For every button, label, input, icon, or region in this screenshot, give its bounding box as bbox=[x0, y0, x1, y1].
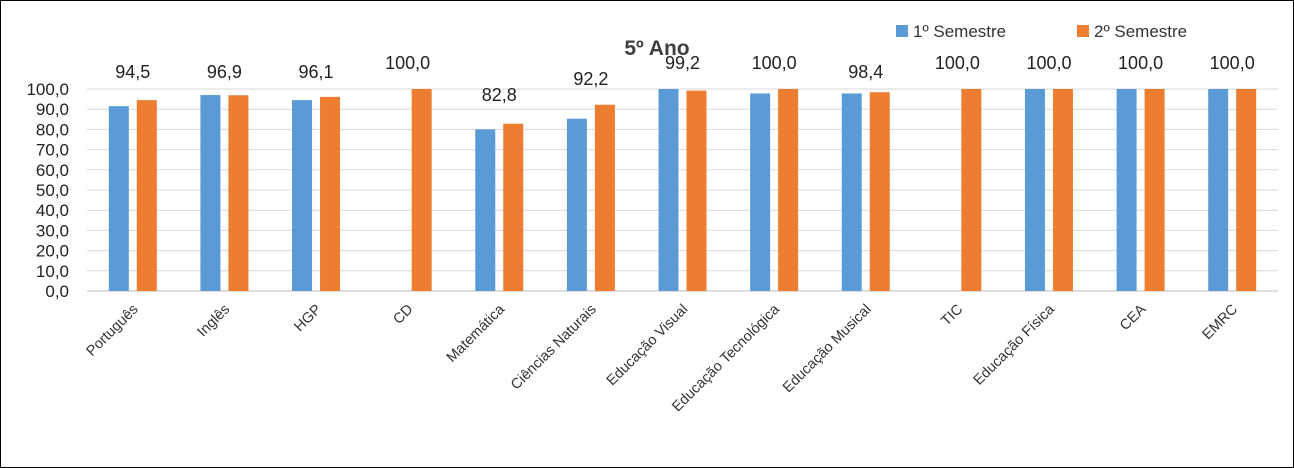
y-tick-label: 70,0 bbox=[36, 141, 69, 160]
y-tick-label: 0,0 bbox=[45, 282, 69, 301]
category-label: CEA bbox=[1117, 301, 1150, 334]
y-tick-label: 90,0 bbox=[36, 100, 69, 119]
chart-title: 5º Ano bbox=[624, 37, 689, 60]
bar-semestre-1 bbox=[566, 118, 587, 291]
gridlines bbox=[87, 88, 1278, 292]
bar-semestre-2 bbox=[1052, 89, 1073, 291]
category-label: Educação Tecnológica bbox=[669, 301, 783, 415]
y-tick-label: 80,0 bbox=[36, 120, 69, 139]
bar-semestre-2 bbox=[320, 96, 341, 292]
bar-semestre-2 bbox=[411, 89, 432, 291]
bar-semestre-2 bbox=[686, 90, 707, 291]
y-tick-label: 40,0 bbox=[36, 201, 69, 220]
data-label: 82,8 bbox=[482, 85, 517, 105]
data-labels: 94,5 96,9 96,1 100,0 82,8 92,2 99,2 100,0 98,4 10… bbox=[115, 53, 1254, 105]
legend: 1º Semestre 2º Semestre bbox=[896, 22, 1187, 41]
data-label: 96,1 bbox=[299, 62, 334, 82]
legend-swatch bbox=[896, 25, 908, 37]
bar-semestre-2 bbox=[869, 92, 890, 292]
y-tick-label: 100,0 bbox=[26, 80, 69, 99]
bar-semestre-2 bbox=[961, 89, 982, 291]
bars bbox=[108, 89, 1257, 292]
bar-semestre-1 bbox=[200, 95, 221, 291]
bar-semestre-2 bbox=[503, 123, 524, 291]
category-label: Educação Física bbox=[971, 301, 1059, 389]
data-label: 100,0 bbox=[1026, 53, 1071, 73]
y-tick-label: 50,0 bbox=[36, 181, 69, 200]
data-label: 92,2 bbox=[573, 69, 608, 89]
data-label: 100,0 bbox=[1118, 53, 1163, 73]
bar-semestre-1 bbox=[475, 129, 496, 291]
bar-semestre-2 bbox=[1144, 89, 1165, 291]
category-label: HGP bbox=[291, 302, 325, 336]
category-label: Matemática bbox=[444, 301, 509, 366]
category-label: Português bbox=[84, 302, 142, 360]
bar-semestre-1 bbox=[1024, 89, 1045, 291]
data-label: 100,0 bbox=[385, 53, 430, 73]
bar-semestre-1 bbox=[750, 93, 771, 291]
y-tick-label: 30,0 bbox=[36, 221, 69, 240]
bar-semestre-1 bbox=[658, 89, 679, 291]
legend-label: 1º Semestre bbox=[913, 22, 1006, 41]
legend-label: 2º Semestre bbox=[1094, 22, 1187, 41]
bar-semestre-1 bbox=[1116, 89, 1137, 291]
y-tick-label: 60,0 bbox=[36, 161, 69, 180]
data-label: 100,0 bbox=[752, 53, 797, 73]
x-axis-categories: Português Inglês HGP CD Matemática Ciências N… bbox=[84, 301, 1241, 415]
data-label: 98,4 bbox=[848, 62, 883, 82]
y-axis-ticks: 0,010,020,0 30,040,050,060,070,0 80,090,01… bbox=[26, 80, 69, 301]
data-label: 96,9 bbox=[207, 62, 242, 82]
legend-swatch bbox=[1077, 25, 1089, 37]
bar-semestre-2 bbox=[1236, 89, 1257, 291]
data-label: 100,0 bbox=[935, 53, 980, 73]
bar-semestre-1 bbox=[108, 106, 129, 291]
data-label: 100,0 bbox=[1210, 53, 1255, 73]
category-label: Ciências Naturais bbox=[508, 302, 600, 394]
y-tick-label: 20,0 bbox=[36, 242, 69, 261]
category-label: EMRC bbox=[1200, 302, 1242, 344]
bar-semestre-2 bbox=[136, 100, 157, 291]
category-label: TIC bbox=[938, 302, 966, 330]
category-label: Educação Visual bbox=[604, 302, 692, 390]
data-label: 99,2 bbox=[665, 53, 700, 73]
category-label: Educação Musical bbox=[780, 302, 875, 397]
bar-semestre-2 bbox=[778, 89, 799, 291]
bar-semestre-2 bbox=[594, 104, 615, 291]
bar-semestre-1 bbox=[1208, 89, 1229, 291]
y-tick-label: 10,0 bbox=[36, 262, 69, 281]
category-label: Inglês bbox=[195, 302, 234, 341]
bar-semestre-2 bbox=[228, 95, 249, 292]
data-label: 94,5 bbox=[115, 62, 150, 82]
bar-semestre-1 bbox=[292, 100, 313, 291]
bar-semestre-1 bbox=[841, 93, 862, 291]
category-label: CD bbox=[390, 302, 416, 328]
